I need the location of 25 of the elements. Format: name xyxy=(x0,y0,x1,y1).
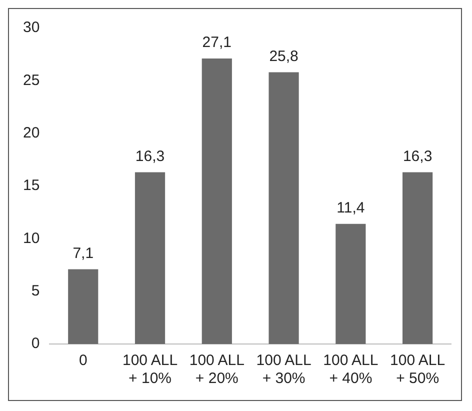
bar xyxy=(402,172,433,344)
y-tick-label: 15 xyxy=(22,177,40,194)
y-tick-label: 5 xyxy=(31,282,40,300)
bar xyxy=(336,224,366,344)
y-tick-label: 25 xyxy=(22,72,40,89)
data-label: 25,8 xyxy=(269,48,298,65)
y-tick-label: 0 xyxy=(31,335,40,352)
y-tick-label: 20 xyxy=(22,124,40,142)
data-label: 11,4 xyxy=(336,200,365,217)
bar xyxy=(202,58,232,344)
bar xyxy=(134,172,166,344)
x-tick-label: 100 ALL + 50% xyxy=(390,352,446,388)
x-tick-label: 0 xyxy=(78,352,88,370)
bar xyxy=(268,72,299,344)
data-label: 16,3 xyxy=(135,148,165,165)
data-label: 27,1 xyxy=(202,34,232,52)
x-tick-label: 100 ALL + 20% xyxy=(189,352,244,388)
x-tick-label: 100 ALL + 30% xyxy=(256,352,312,388)
bar xyxy=(68,269,98,344)
x-tick-label: 100 ALL + 40% xyxy=(323,352,378,388)
data-label: 7,1 xyxy=(72,244,94,262)
x-tick-label: 100 ALL + 10% xyxy=(122,352,178,388)
y-tick-label: 30 xyxy=(22,19,40,36)
y-tick-label: 10 xyxy=(22,230,40,247)
data-label: 16,3 xyxy=(402,148,432,165)
